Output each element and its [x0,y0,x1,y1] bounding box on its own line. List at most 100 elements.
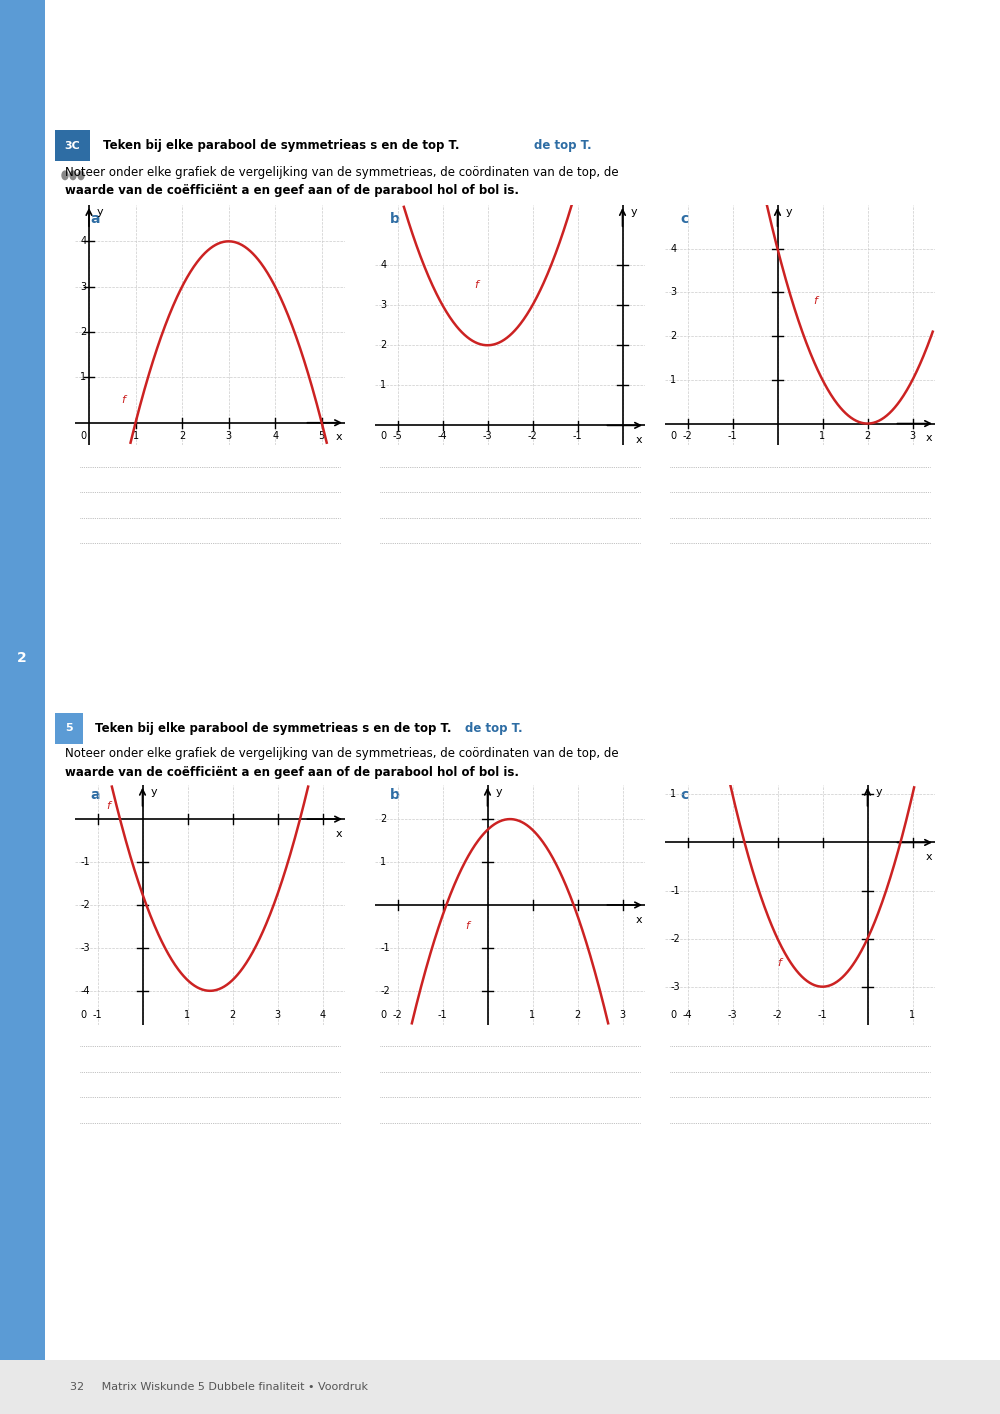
Text: -1: -1 [573,431,582,441]
Text: 2: 2 [864,431,871,441]
Text: 2: 2 [229,1011,236,1021]
Text: x: x [336,829,342,839]
Text: 2: 2 [670,331,677,341]
Text: 3C: 3C [65,140,80,151]
Text: de top T.: de top T. [465,721,523,735]
Text: 2: 2 [17,650,27,665]
Text: f: f [474,280,478,290]
Text: 4: 4 [272,431,278,441]
Text: 1: 1 [80,372,87,382]
Text: 1: 1 [529,1011,536,1021]
Text: c: c [680,212,688,226]
Text: 4: 4 [670,243,677,253]
Text: 1: 1 [909,1011,916,1021]
Text: 3: 3 [619,1011,626,1021]
Text: 1: 1 [380,380,387,390]
Text: Noteer onder elke grafiek de vergelijking van de symmetrieas, de coördinaten van: Noteer onder elke grafiek de vergelijkin… [65,165,619,180]
Text: f: f [778,957,781,967]
Text: y: y [631,208,637,218]
Text: 3: 3 [670,287,677,297]
Text: -1: -1 [818,1011,827,1021]
Circle shape [70,171,76,180]
Circle shape [78,171,84,180]
Text: 1: 1 [670,375,677,385]
Text: 1: 1 [819,431,826,441]
Text: 0: 0 [670,431,677,441]
Text: -1: -1 [670,885,680,895]
Text: -2: -2 [393,1011,402,1021]
Text: -1: -1 [80,857,90,867]
Text: 3: 3 [380,300,387,310]
Text: -1: -1 [380,943,390,953]
Text: 2: 2 [380,814,387,824]
Text: 1: 1 [670,789,677,799]
Bar [55,130,90,161]
Text: 0: 0 [380,431,387,441]
Text: -4: -4 [683,1011,692,1021]
Text: y: y [97,208,104,218]
Text: Teken bij elke parabool de symmetrieas s en de top T.: Teken bij elke parabool de symmetrieas s… [103,139,460,153]
Text: f: f [122,395,125,404]
Text: 4: 4 [380,260,387,270]
Text: -3: -3 [483,431,492,441]
Text: 4: 4 [80,236,87,246]
Text: x: x [926,853,932,863]
Text: -1: -1 [438,1011,447,1021]
Text: 32     Matrix Wiskunde 5 Dubbele finaliteit • Voordruk: 32 Matrix Wiskunde 5 Dubbele finaliteit … [70,1381,368,1393]
Text: Noteer onder elke grafiek de vergelijking van de symmetrieas, de coördinaten van: Noteer onder elke grafiek de vergelijkin… [65,747,619,761]
Text: 0: 0 [380,1011,387,1021]
Text: f: f [814,296,817,307]
Text: -2: -2 [773,1011,782,1021]
Text: Teken bij elke parabool de symmetrieas s en de top T.: Teken bij elke parabool de symmetrieas s… [95,721,452,735]
Text: -4: -4 [80,986,90,995]
Text: b: b [390,212,400,226]
Text: 1: 1 [184,1011,191,1021]
Text: c: c [680,788,688,802]
Text: 0: 0 [80,1011,87,1021]
Text: 5: 5 [65,723,73,734]
Text: -2: -2 [528,431,537,441]
Text: a: a [90,788,100,802]
Text: de top T.: de top T. [534,139,592,153]
Text: -1: -1 [93,1011,102,1021]
Text: 2: 2 [179,431,185,441]
Text: -2: -2 [670,933,680,943]
Bar [0,1360,1000,1414]
Text: 0: 0 [670,1011,677,1021]
Text: x: x [636,915,642,925]
Text: y: y [876,788,882,797]
Text: f: f [106,802,110,812]
Text: x: x [636,436,642,445]
Text: 2: 2 [574,1011,581,1021]
Circle shape [62,171,68,180]
Text: -4: -4 [438,431,447,441]
Text: waarde van de coëfficiënt a en geef aan of de parabool hol of bol is.: waarde van de coëfficiënt a en geef aan … [65,765,519,779]
Bar [0,0,45,1414]
Text: -2: -2 [380,986,390,995]
Text: 1: 1 [132,431,139,441]
Text: x: x [336,433,342,443]
Text: -2: -2 [683,431,692,441]
Text: 1: 1 [380,857,387,867]
Text: 3: 3 [80,281,87,291]
Text: b: b [390,788,400,802]
Text: 3: 3 [274,1011,281,1021]
Text: -1: -1 [728,431,737,441]
Text: -3: -3 [80,943,90,953]
Text: waarde van de coëfficiënt a en geef aan of de parabool hol of bol is.: waarde van de coëfficiënt a en geef aan … [65,184,519,198]
Text: f: f [465,922,469,932]
Text: y: y [496,788,502,797]
Text: -3: -3 [728,1011,737,1021]
Text: a: a [90,212,100,226]
Text: -5: -5 [393,431,402,441]
Text: y: y [786,208,792,218]
Text: x: x [926,433,932,443]
Text: 5: 5 [319,431,325,441]
Text: y: y [151,788,157,797]
Text: 0: 0 [80,431,87,441]
Text: 4: 4 [319,1011,326,1021]
Text: 2: 2 [380,341,387,351]
Bar [55,713,83,744]
Text: 2: 2 [80,327,87,337]
Text: 3: 3 [226,431,232,441]
